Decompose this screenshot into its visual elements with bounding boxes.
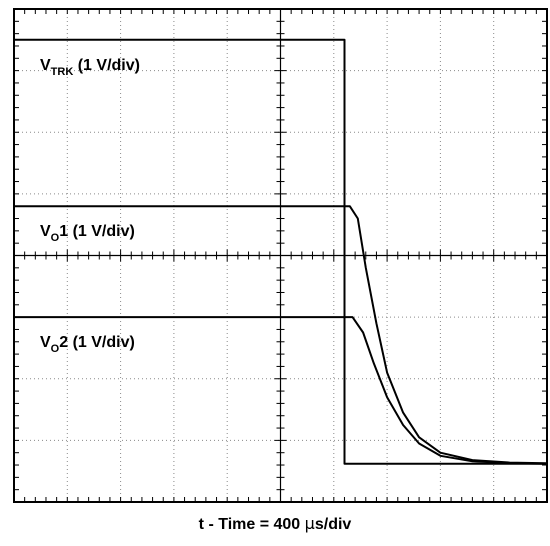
label-vtrk: VTRK (1 V/div) (40, 57, 140, 78)
label-main: V (40, 223, 51, 240)
micro-symbol: µ (304, 514, 315, 533)
trace-vo2 (14, 316, 548, 465)
label-tail: 1 (1 V/div) (59, 223, 135, 240)
trace-vtrk (14, 38, 547, 465)
label-vo1: VO1 (1 V/div) (40, 223, 135, 244)
label-subscript: TRK (51, 66, 74, 78)
label-main: V (40, 334, 51, 351)
label-main: V (40, 57, 51, 74)
label-tail: (1 V/div) (73, 57, 140, 74)
label-tail: 2 (1 V/div) (59, 334, 135, 351)
trace-vo1 (14, 205, 548, 465)
x-axis-label: t - Time = 400 µs/div (0, 514, 550, 534)
label-subscript: O (51, 232, 60, 244)
label-subscript: O (51, 343, 60, 355)
label-vo2: VO2 (1 V/div) (40, 334, 135, 355)
x-axis-label-prefix: t - Time = 400 (198, 516, 305, 533)
x-axis-label-suffix: s/div (314, 516, 352, 533)
